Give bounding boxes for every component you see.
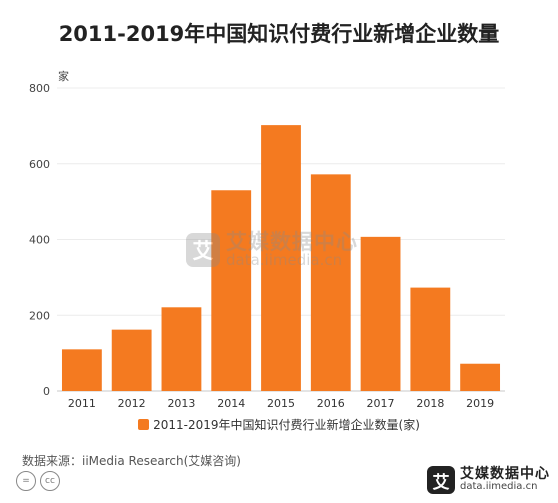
- y-tick-label: 400: [29, 234, 50, 247]
- legend-swatch: [138, 419, 150, 430]
- bar-2016: [310, 174, 351, 391]
- bar-2012: [111, 329, 152, 391]
- y-tick-label: 600: [29, 158, 50, 171]
- y-tick-label: 800: [29, 82, 50, 95]
- x-tick-label: 2019: [466, 397, 494, 410]
- x-tick-label: 2013: [167, 397, 195, 410]
- bar-2017: [360, 236, 401, 391]
- y-axis: 0 200 400 600 800: [29, 82, 50, 398]
- cc-icon: cc: [40, 471, 60, 491]
- data-source: 数据来源：iiMedia Research(艾媒咨询): [22, 454, 241, 468]
- y-tick-label: 200: [29, 309, 50, 322]
- x-tick-label: 2015: [267, 397, 295, 410]
- legend-label: 2011-2019年中国知识付费行业新增企业数量(家): [153, 418, 420, 432]
- y-axis-unit-label: 家: [58, 69, 69, 83]
- bar-2011: [61, 349, 102, 391]
- bar-2014: [211, 190, 252, 391]
- bar-2018: [410, 287, 451, 391]
- legend: 2011-2019年中国知识付费行业新增企业数量(家): [0, 416, 558, 433]
- bar-2019: [460, 363, 501, 391]
- chart-title: 2011-2019年中国知识付费行业新增企业数量: [58, 22, 500, 46]
- y-tick-label: 0: [43, 385, 50, 398]
- x-tick-label: 2011: [68, 397, 96, 410]
- bars: [61, 125, 501, 392]
- brand-logo: 艾 艾媒数据中心 data.iimedia.cn: [427, 466, 550, 494]
- equals-icon: =: [16, 471, 36, 491]
- brand-url: data.iimedia.cn: [460, 481, 538, 493]
- bar-2013: [161, 307, 202, 391]
- license-icons: = cc: [16, 471, 60, 491]
- iimedia-logo-icon: 艾: [427, 466, 455, 494]
- x-tick-label: 2014: [217, 397, 245, 410]
- bar-chart: 0 200 400 600 800 家 2011 2012 2013 2014 2015 2016…: [29, 69, 505, 410]
- brand-name: 艾媒数据中心: [460, 466, 550, 483]
- x-tick-label: 2012: [118, 397, 146, 410]
- x-tick-label: 2018: [416, 397, 444, 410]
- x-tick-label: 2016: [317, 397, 345, 410]
- bar-2015: [261, 125, 301, 392]
- x-tick-label: 2017: [367, 397, 395, 410]
- x-axis: 2011 2012 2013 2014 2015 2016 2017 2018 2019: [68, 397, 494, 410]
